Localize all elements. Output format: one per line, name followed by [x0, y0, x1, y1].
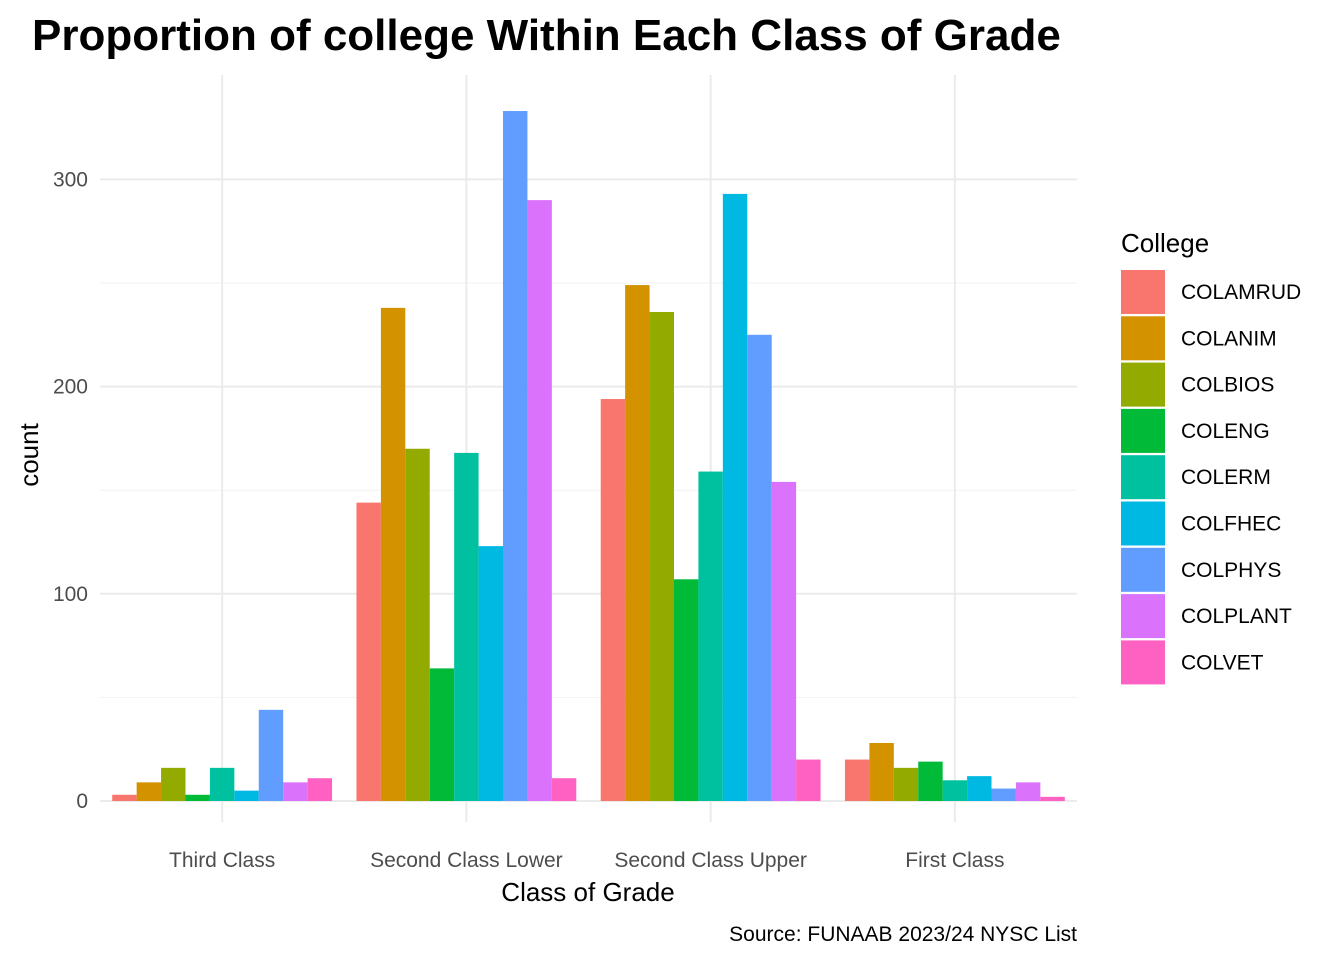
bar — [551, 778, 577, 801]
y-tick-label: 200 — [53, 376, 88, 399]
legend-swatch — [1121, 640, 1165, 685]
bar — [258, 709, 284, 801]
bar — [771, 481, 797, 801]
bar — [234, 790, 259, 801]
legend-swatch — [1121, 455, 1165, 500]
bar — [600, 399, 626, 801]
bar — [796, 759, 821, 801]
bar — [673, 579, 699, 801]
legend-swatch — [1121, 316, 1165, 361]
bar — [112, 794, 137, 801]
legend-label: COLBIOS — [1181, 374, 1274, 397]
legend-label: COLENG — [1181, 420, 1270, 443]
x-tick-label: First Class — [905, 849, 1004, 872]
bar — [869, 742, 894, 801]
y-tick-label: 300 — [53, 168, 88, 191]
bar — [698, 471, 723, 801]
legend-swatch — [1121, 594, 1165, 639]
y-tick-labels: 0 100 200 300 — [53, 168, 88, 813]
bar — [405, 448, 430, 801]
y-axis-title: count — [14, 422, 44, 486]
chart-title: Proportion of college Within Each Class … — [32, 11, 1061, 60]
bar — [1040, 796, 1065, 801]
bar — [185, 794, 210, 801]
y-tick-label: 100 — [53, 583, 88, 606]
bar — [1015, 782, 1041, 801]
bar — [307, 778, 333, 801]
x-tick-label: Second Class Upper — [614, 849, 807, 872]
bar — [136, 782, 162, 801]
x-axis-title: Class of Grade — [501, 877, 674, 907]
bar — [527, 200, 552, 801]
legend-label: COLVET — [1181, 651, 1264, 674]
bar — [991, 788, 1016, 801]
x-tick-label: Third Class — [169, 849, 275, 872]
legend-label: COLANIM — [1181, 327, 1277, 350]
legend-swatch — [1121, 408, 1165, 453]
legend-swatch — [1121, 362, 1165, 407]
bar — [649, 312, 674, 801]
legend-swatch — [1121, 501, 1165, 546]
legend-label: COLPHYS — [1181, 559, 1281, 582]
bar — [283, 782, 308, 801]
legend-label: COLERM — [1181, 466, 1271, 489]
y-tick-label: 0 — [76, 790, 88, 813]
bar — [429, 668, 455, 801]
bar — [209, 767, 235, 801]
legend-label: COLFHEC — [1181, 513, 1281, 536]
bar — [625, 285, 650, 801]
bar — [942, 780, 968, 801]
x-tick-label: Second Class Lower — [370, 849, 563, 872]
legend-label: COLAMRUD — [1181, 281, 1301, 304]
legend-swatch — [1121, 547, 1165, 592]
bar — [356, 502, 381, 801]
bar — [161, 767, 186, 801]
legend: COLAMRUD COLANIM COLBIOS COLENG COLERM COLFHE… — [1121, 270, 1301, 685]
bar — [967, 776, 992, 801]
bar — [478, 546, 504, 801]
x-tick-labels: Third Class Second Class Lower Second Clas… — [169, 849, 1004, 872]
bars-group — [112, 111, 1065, 802]
legend-swatch — [1121, 270, 1165, 314]
bar — [454, 452, 479, 801]
bar — [893, 767, 919, 801]
bar — [844, 759, 870, 801]
bar — [503, 111, 528, 802]
bar — [380, 307, 406, 801]
chart-caption: Source: FUNAAB 2023/24 NYSC List — [729, 923, 1077, 946]
legend-label: COLPLANT — [1181, 605, 1292, 628]
bar — [722, 193, 748, 802]
grid-lines — [100, 75, 1077, 822]
bar — [747, 334, 772, 801]
legend-title: College — [1121, 228, 1209, 258]
bar — [918, 761, 943, 801]
